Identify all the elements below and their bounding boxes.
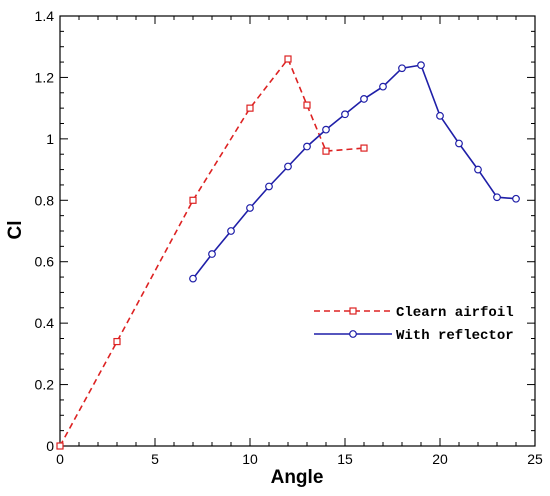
data-point [189, 274, 197, 283]
x-tick-label: 10 [242, 451, 258, 467]
x-tick-label: 25 [527, 451, 543, 467]
y-tick-label: 1.4 [35, 8, 55, 24]
series-line [192, 64, 517, 280]
y-tick-label: 0 [46, 438, 54, 454]
series-2 [189, 61, 520, 283]
x-tick-label: 20 [432, 451, 448, 467]
data-point [189, 196, 197, 204]
legend-marker [349, 330, 357, 338]
data-point [322, 125, 330, 134]
y-tick-label: 1 [46, 131, 54, 147]
series-1 [56, 55, 368, 450]
data-point [227, 227, 235, 235]
x-axis-title: Angle [271, 467, 324, 488]
data-point [436, 111, 444, 120]
data-point [113, 337, 121, 346]
data-point [379, 82, 387, 91]
legend-label: With reflector [396, 328, 514, 344]
y-tick-label: 0.6 [35, 254, 55, 270]
data-point [341, 110, 349, 119]
data-point [246, 104, 254, 112]
legend: Clearn airfoil With reflector [314, 305, 514, 344]
data-point [417, 61, 425, 70]
x-tick-label: 5 [151, 451, 159, 467]
y-axis-title: Cl [5, 221, 26, 240]
legend-label: Clearn airfoil [396, 305, 514, 321]
data-point [474, 165, 482, 174]
y-tick-label: 0.4 [35, 315, 55, 331]
axes: 0 5 10 15 20 25 0 0.2 0.4 0.6 0.8 1 1.2 1.4 [35, 8, 543, 467]
y-tick-label: 0.8 [35, 192, 55, 208]
x-tick-label: 0 [56, 451, 64, 467]
data-point [284, 55, 292, 63]
data-point [265, 182, 273, 191]
series-line [59, 57, 365, 447]
data-point [303, 101, 311, 109]
data-point [284, 162, 292, 171]
y-tick-label: 0.2 [35, 377, 55, 393]
legend-marker [349, 307, 357, 315]
data-point [398, 64, 406, 73]
data-point [360, 144, 368, 152]
data-point [322, 147, 330, 155]
y-tick-label: 1.2 [35, 69, 55, 85]
data-point [455, 139, 463, 148]
x-tick-label: 15 [337, 451, 353, 467]
data-point [303, 142, 311, 151]
data-point [56, 442, 64, 450]
data-point [208, 250, 216, 258]
data-point [360, 95, 368, 103]
data-point [246, 204, 254, 212]
data-point [512, 194, 520, 203]
data-point [493, 193, 501, 202]
series-layer [56, 55, 520, 450]
